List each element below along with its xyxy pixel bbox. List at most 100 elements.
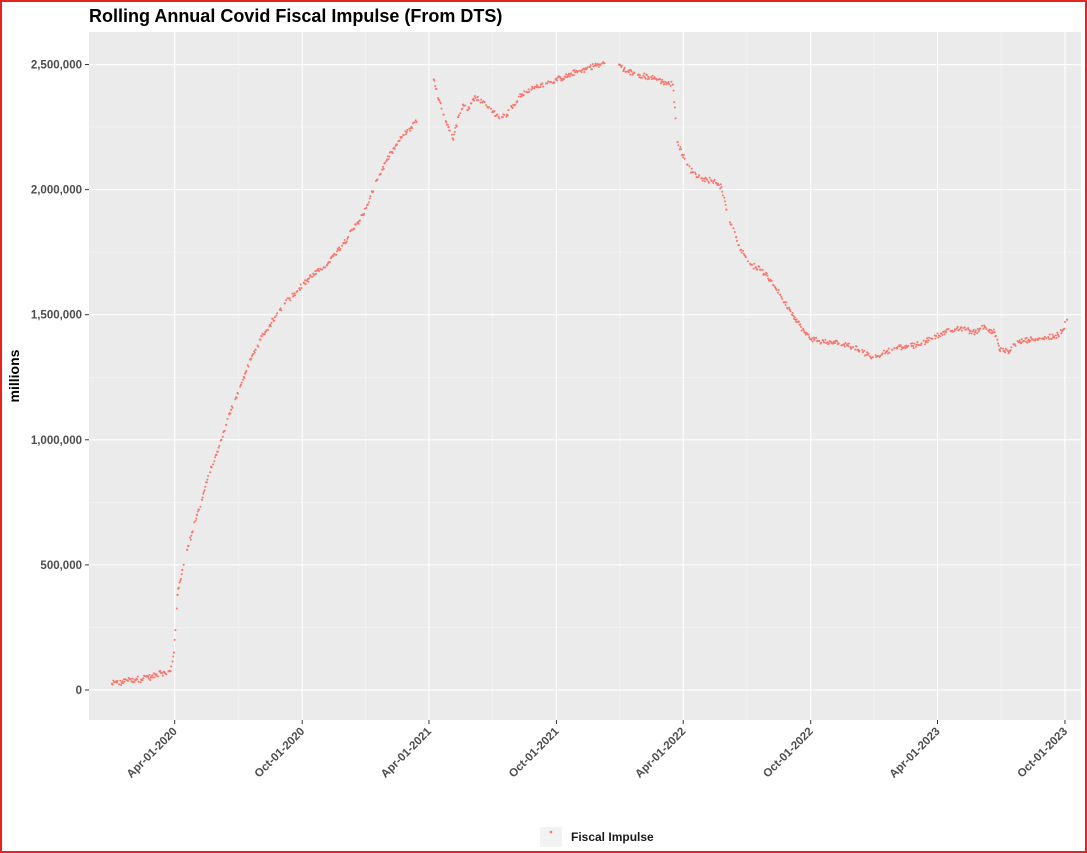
data-point — [759, 268, 762, 271]
data-point — [973, 333, 976, 336]
data-point — [588, 65, 592, 69]
data-point — [937, 336, 940, 339]
data-point — [231, 406, 234, 409]
data-point — [245, 369, 248, 372]
data-point — [172, 651, 176, 654]
data-point — [677, 144, 680, 147]
y-tick-label: 500,000 — [40, 560, 82, 572]
data-point — [339, 247, 342, 250]
data-point — [217, 446, 220, 449]
data-point — [194, 519, 197, 522]
data-point — [788, 306, 791, 309]
data-point — [585, 68, 588, 71]
data-point — [742, 252, 745, 255]
data-point — [118, 683, 120, 686]
data-point — [457, 114, 460, 117]
data-point — [965, 328, 968, 331]
data-point — [954, 328, 957, 331]
data-point — [583, 71, 586, 74]
data-point — [574, 70, 577, 74]
data-points — [110, 61, 1069, 686]
data-point — [379, 172, 382, 175]
data-point — [893, 347, 896, 350]
data-point — [977, 330, 980, 333]
data-point — [225, 423, 228, 426]
data-point — [855, 345, 858, 348]
data-point — [976, 332, 979, 335]
data-point — [566, 75, 569, 78]
data-point — [522, 94, 525, 97]
data-point — [157, 675, 159, 678]
data-point — [710, 179, 713, 182]
data-point — [1048, 333, 1051, 336]
data-point — [772, 284, 775, 287]
data-point — [735, 236, 738, 239]
data-point — [735, 239, 738, 242]
data-point — [1051, 333, 1054, 336]
data-point — [761, 268, 764, 271]
data-point — [338, 249, 341, 252]
data-point — [720, 186, 723, 189]
data-point — [452, 138, 455, 141]
data-point — [676, 141, 679, 144]
data-point — [984, 326, 987, 329]
data-point — [1056, 333, 1060, 336]
y-tick-label: 2,000,000 — [31, 185, 82, 197]
data-point — [507, 109, 510, 112]
data-point — [667, 80, 670, 83]
data-point — [253, 351, 256, 354]
data-point — [925, 339, 928, 343]
data-point — [1045, 337, 1048, 340]
data-point — [627, 70, 631, 74]
data-point — [480, 98, 483, 101]
data-point — [911, 342, 914, 345]
data-point — [398, 139, 401, 142]
data-point — [797, 320, 800, 323]
data-point — [791, 311, 794, 314]
data-point — [789, 310, 792, 313]
data-point — [1034, 339, 1036, 342]
data-point — [733, 231, 736, 233]
data-point — [178, 581, 181, 584]
data-point — [1053, 336, 1056, 339]
data-point — [799, 323, 802, 326]
data-point — [705, 178, 709, 181]
data-point — [1059, 329, 1062, 331]
data-point — [777, 291, 779, 294]
data-point — [226, 417, 229, 420]
data-point — [242, 378, 244, 381]
data-point — [983, 324, 986, 327]
data-point — [985, 328, 988, 330]
data-point — [570, 72, 573, 75]
data-point — [438, 99, 441, 102]
data-point — [1025, 336, 1028, 339]
data-point — [850, 348, 853, 350]
data-point — [455, 125, 458, 128]
data-point — [599, 64, 602, 67]
data-point — [1004, 351, 1007, 354]
data-point — [978, 327, 982, 330]
data-point — [958, 328, 961, 331]
data-point — [173, 638, 176, 641]
data-point — [207, 474, 210, 477]
data-point — [127, 680, 129, 682]
data-point — [751, 263, 754, 266]
data-point — [411, 122, 414, 125]
data-point — [433, 79, 436, 82]
data-point — [882, 349, 885, 352]
data-point — [972, 328, 975, 331]
data-point — [161, 672, 164, 675]
data-point — [440, 107, 443, 110]
data-point — [382, 167, 385, 170]
data-point — [1005, 348, 1008, 351]
data-point — [813, 338, 816, 341]
data-point — [393, 147, 396, 150]
data-point — [308, 277, 311, 280]
data-point — [413, 121, 416, 124]
data-point — [740, 251, 743, 254]
data-point — [834, 342, 837, 345]
data-point — [472, 97, 475, 100]
data-point — [623, 66, 626, 69]
data-point — [269, 325, 272, 328]
data-point — [366, 203, 369, 206]
